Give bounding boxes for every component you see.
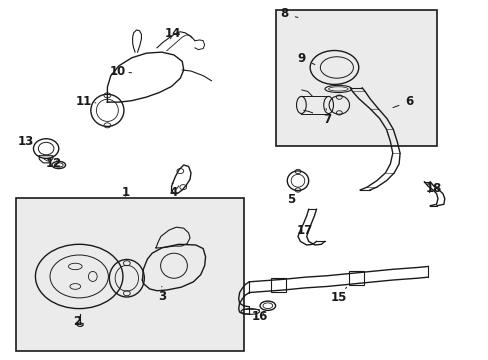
Text: 12: 12 bbox=[46, 157, 62, 170]
Text: 2: 2 bbox=[73, 315, 81, 328]
Text: 1: 1 bbox=[121, 186, 129, 199]
Text: 8: 8 bbox=[280, 8, 297, 21]
Text: 10: 10 bbox=[110, 64, 131, 77]
Text: 9: 9 bbox=[297, 52, 314, 65]
Text: 15: 15 bbox=[330, 287, 347, 305]
Bar bbox=[16, 198, 244, 351]
Text: 13: 13 bbox=[18, 135, 34, 148]
Text: 14: 14 bbox=[164, 27, 181, 40]
Text: 16: 16 bbox=[251, 310, 268, 323]
Text: 3: 3 bbox=[158, 286, 165, 303]
Text: 4: 4 bbox=[169, 186, 178, 199]
Bar bbox=[276, 10, 436, 146]
Text: 17: 17 bbox=[297, 224, 313, 237]
Bar bbox=[348, 271, 364, 285]
Text: 7: 7 bbox=[323, 109, 330, 126]
Text: 11: 11 bbox=[76, 95, 96, 108]
Text: 6: 6 bbox=[392, 95, 413, 108]
Text: 5: 5 bbox=[286, 191, 297, 206]
Text: 18: 18 bbox=[425, 183, 442, 195]
Bar bbox=[270, 278, 286, 292]
